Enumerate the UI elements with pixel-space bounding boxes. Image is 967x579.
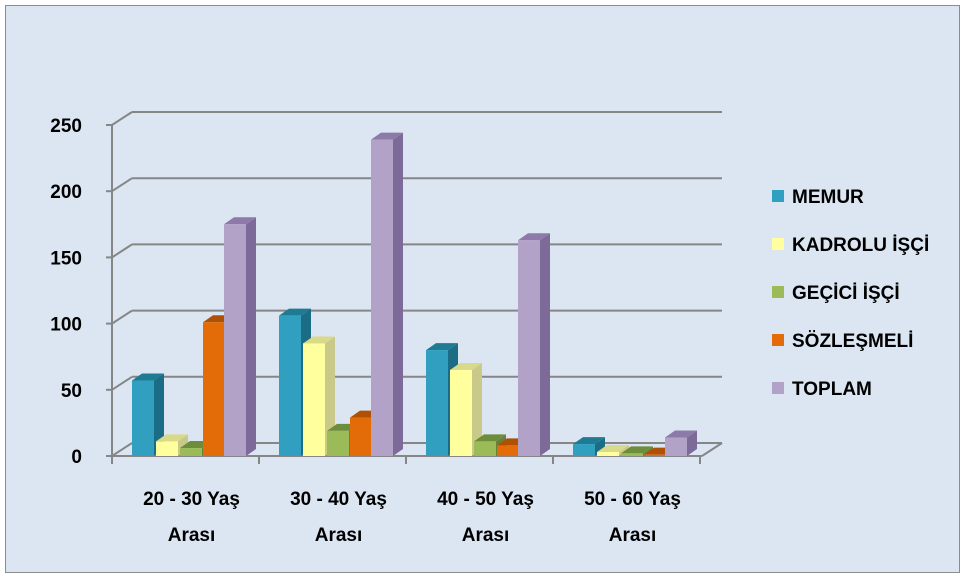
bar-front [450,369,472,456]
bar [573,437,605,456]
bar-top [665,430,697,438]
y-tick-label: 0 [71,447,82,468]
y-axis-ticks: 0 50 100 150 200 250 [50,116,82,468]
category-label-line2: Arası [462,525,510,546]
bar-front [156,441,178,456]
bar-front [621,453,643,456]
category-label-line1: 40 - 50 Yaş [437,489,534,510]
bar-top [450,362,482,370]
bar-side [393,132,403,456]
bar-top [518,233,550,241]
legend: MEMUR KADROLU İŞÇİ GEÇİCİ İŞÇİ SÖZLEŞMELİ TO… [772,187,929,400]
category-label-line2: Arası [315,525,363,546]
bar-front [350,417,372,456]
bar-top [426,343,458,351]
bar-top [156,434,188,442]
y-tick-label: 150 [50,248,82,269]
bar-front [474,441,496,456]
category-label-line2: Arası [168,525,216,546]
bar-front [132,380,154,456]
legend-swatch [772,382,784,394]
axes [106,124,723,464]
bar-front [327,430,349,456]
bar-top [597,445,629,453]
gridline-diagonal [111,243,133,259]
category-label-line2: Arası [609,525,657,546]
legend-label: GEÇİCİ İŞÇİ [792,283,900,304]
bar [132,373,164,456]
gridline-diagonal [111,309,133,325]
legend-label: KADROLU İŞÇİ [792,235,929,256]
bar-side [540,233,550,456]
bar-top [573,437,605,445]
bar-side [325,336,335,456]
bar [518,233,550,456]
bar-side [687,430,697,456]
bar-side [595,437,605,456]
legend-label: MEMUR [792,187,864,208]
legend-swatch [772,286,784,298]
bar-side [643,446,653,456]
legend-item: SÖZLEŞMELİ [772,331,913,352]
legend-item: MEMUR [772,187,864,208]
bar-front [279,315,301,456]
bar [303,336,335,456]
bar-side [154,373,164,456]
bar [371,132,403,456]
bar-top [279,308,311,316]
category-label-line1: 30 - 40 Yaş [290,489,387,510]
legend-swatch [772,334,784,346]
bars [132,132,697,456]
legend-item: GEÇİCİ İŞÇİ [772,283,900,304]
legend-item: TOPLAM [772,379,872,400]
bar-front [518,240,540,456]
bar-top [371,132,403,140]
bar-top [474,434,506,442]
bar-top [303,336,335,344]
bar [665,430,697,456]
bar-front [665,437,687,456]
y-tick-label: 100 [50,315,82,336]
gridline-diagonal [111,442,133,457]
bar-top [132,373,164,381]
bar-front [573,444,595,456]
bar-top [224,217,256,225]
bar-front [371,139,393,456]
floor-edge [701,442,723,457]
legend-label: TOPLAM [792,379,872,400]
y-tick-label: 50 [61,381,82,402]
gridline-diagonal [111,177,133,193]
y-tick-label: 200 [50,182,82,203]
bar-front [597,452,619,456]
bar-side [246,217,256,456]
legend-swatch [772,190,784,202]
legend-item: KADROLU İŞÇİ [772,235,929,256]
bar-front [644,454,666,456]
bar-front [180,448,202,456]
bar-side [472,362,482,456]
bar [156,434,188,456]
bar [621,446,653,456]
gridline-diagonal [111,375,133,391]
gridline-diagonal [111,111,133,126]
bar [450,362,482,456]
legend-swatch [772,238,784,250]
bar-front [303,343,325,456]
bar-front [497,445,519,456]
bar-top [621,446,653,454]
category-label-line1: 50 - 60 Yaş [584,489,681,510]
y-tick-label: 250 [50,116,82,137]
bar-front [426,350,448,456]
bar-front [224,224,246,456]
chart-frame [5,5,960,573]
bar [224,217,256,456]
legend-label: SÖZLEŞMELİ [792,331,913,352]
x-axis-categories: 20 - 30 Yaş Arası 30 - 40 Yaş Arası 40 - 50 … [143,489,681,546]
category-label-line1: 20 - 30 Yaş [143,489,240,510]
bar-front [203,322,225,456]
